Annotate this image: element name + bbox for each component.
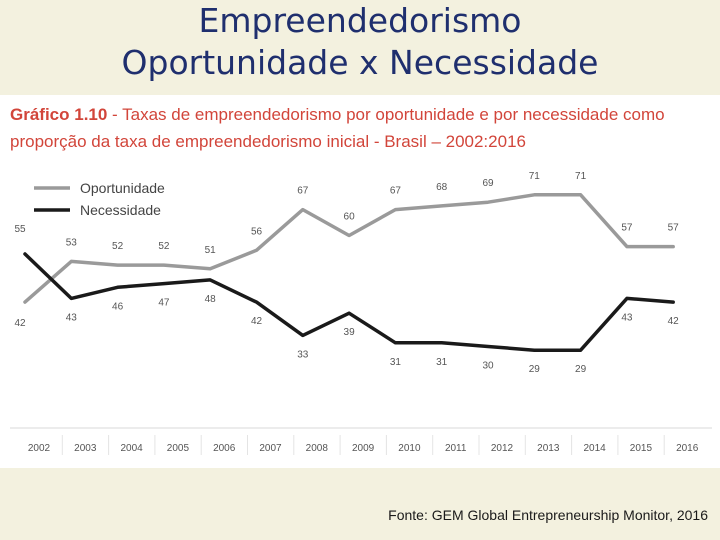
data-label: 53: [66, 237, 78, 248]
data-label: 57: [621, 223, 633, 234]
slide-title-line-1: Empreendedorismo: [198, 1, 522, 40]
data-label: 42: [668, 316, 680, 327]
x-tick-label: 2011: [445, 443, 467, 454]
data-label: 48: [205, 294, 217, 305]
data-label: 31: [390, 357, 402, 368]
data-label: 52: [158, 241, 170, 252]
legend-label: Oportunidade: [80, 180, 165, 196]
x-tick-label: 2009: [352, 443, 375, 454]
data-label: 33: [297, 349, 309, 360]
data-label: 43: [66, 312, 78, 323]
data-label: 67: [390, 186, 402, 197]
chart-figure: Gráfico 1.10 - Taxas de empreendedorismo…: [0, 95, 720, 468]
data-label: 55: [14, 224, 26, 235]
slide-title: Empreendedorismo Oportunidade x Necessid…: [0, 0, 720, 84]
x-tick-label: 2002: [28, 443, 51, 454]
x-tick-label: 2007: [259, 443, 282, 454]
data-label: 57: [668, 223, 680, 234]
line-chart: 2002 2003 2004 2005 2006 2007 2008 2009 2010 2011…: [10, 171, 712, 455]
data-label: 67: [297, 186, 309, 197]
data-label: 46: [112, 301, 124, 312]
data-label: 71: [529, 171, 541, 182]
data-label: 43: [621, 312, 633, 323]
data-label: 30: [482, 361, 494, 372]
series-line-necessidade: [23, 252, 675, 352]
data-label: 29: [575, 364, 587, 375]
x-tick-label: 2003: [74, 443, 97, 454]
x-tick-label: 2004: [120, 443, 143, 454]
data-label: 47: [158, 298, 170, 309]
chart-caption-title-line-2: proporção da taxa de empreendedorismo in…: [10, 132, 526, 151]
data-label: 69: [482, 178, 494, 189]
x-tick-label: 2014: [583, 443, 606, 454]
x-tick-label: 2010: [398, 443, 421, 454]
source-note: Fonte: GEM Global Entrepreneurship Monit…: [388, 507, 708, 523]
x-tick-label: 2006: [213, 443, 236, 454]
legend-label: Necessidade: [80, 202, 161, 218]
x-tick-label: 2008: [306, 443, 329, 454]
chart-caption-number: Gráfico 1.10: [10, 105, 108, 124]
data-label: 31: [436, 357, 448, 368]
x-tick-label: 2016: [676, 443, 699, 454]
chart-caption: Gráfico 1.10 - Taxas de empreendedorismo…: [10, 101, 716, 155]
x-tick-label: 2012: [491, 443, 514, 454]
data-label: 51: [205, 245, 217, 256]
x-tick-label: 2005: [167, 443, 190, 454]
data-label: 71: [575, 171, 587, 182]
series-line-oportunidade: [23, 193, 675, 304]
chart-caption-title: - Taxas de empreendedorismo por oportuni…: [107, 105, 665, 124]
x-tick-label: 2015: [630, 443, 653, 454]
data-label: 42: [251, 316, 263, 327]
slide-title-line-2: Oportunidade x Necessidade: [121, 43, 599, 82]
data-label: 29: [529, 364, 541, 375]
data-label: 42: [14, 318, 26, 329]
data-label: 39: [344, 327, 356, 338]
data-label: 60: [344, 212, 356, 223]
data-label: 52: [112, 241, 124, 252]
x-tick-label: 2013: [537, 443, 560, 454]
data-label: 68: [436, 182, 448, 193]
data-label: 56: [251, 226, 263, 237]
